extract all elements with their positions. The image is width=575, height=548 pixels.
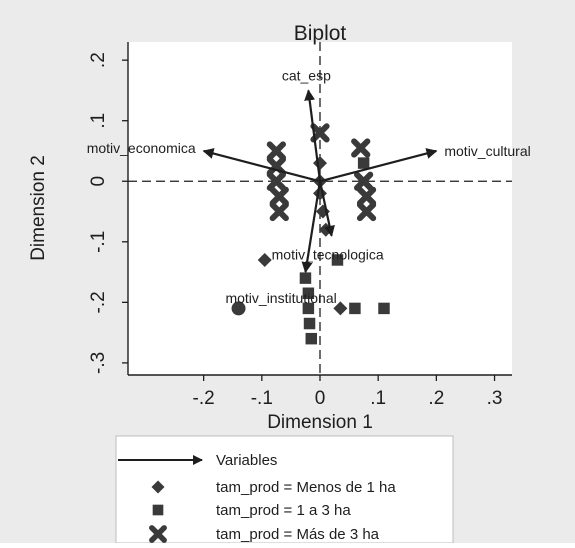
vector-label: motiv_tecnologica — [272, 247, 384, 263]
point-x-core — [359, 177, 368, 186]
y-tick-label: -.3 — [88, 352, 109, 374]
legend-label: tam_prod = Menos de 1 ha — [216, 479, 396, 496]
point-diamond — [333, 301, 348, 316]
point-x — [269, 186, 289, 207]
point-square — [357, 157, 370, 169]
point-square — [303, 317, 316, 330]
vector-arrow — [304, 89, 322, 182]
point-x-core — [275, 207, 284, 216]
vector-arrow — [318, 181, 335, 237]
legend-diamond-symbol — [151, 480, 165, 494]
point-square — [299, 272, 312, 284]
x-tick-label: .1 — [370, 388, 386, 409]
vector-arrow — [319, 148, 438, 183]
point-x — [266, 171, 286, 191]
legend-x-symbol — [149, 525, 167, 543]
y-tick-label: -.2 — [88, 291, 109, 313]
variable-vectors: cat_esp motiv_economica motiv_culturalmoti… — [87, 67, 531, 306]
chart-title: Biplot — [294, 22, 347, 45]
x-tick-label: -.2 — [193, 388, 215, 409]
vector-arrow — [202, 148, 321, 183]
legend-label: tam_prod = 1 a 3 ha — [216, 502, 351, 519]
legend-label: Variables — [216, 452, 277, 469]
point-x-core — [362, 207, 371, 216]
point-x — [356, 201, 377, 222]
vector-label: cat_esp — [282, 67, 331, 83]
y-axis-title: Dimension 2 — [28, 155, 49, 261]
y-axis-ticks: -.3 -.2 -.1 0 .1 .2 — [88, 52, 128, 374]
point-square — [302, 287, 315, 300]
point-x-core — [316, 128, 324, 137]
point-x-core — [275, 192, 284, 201]
point-x-core — [272, 177, 281, 186]
vector-label: motiv_economica — [87, 140, 196, 156]
x-axis-ticks: -.2 -.1 0 .1 .2 .3 — [193, 375, 503, 409]
x-tick-label: .3 — [487, 388, 503, 409]
legend-square-symbol — [152, 504, 164, 516]
point-x — [351, 138, 371, 158]
point-x-core — [272, 147, 281, 155]
y-tick-label: -.1 — [88, 231, 109, 253]
x-tick-label: .2 — [428, 388, 444, 409]
y-tick-label: .1 — [88, 113, 109, 129]
point-x — [356, 186, 377, 207]
point-x — [269, 201, 289, 222]
legend-box — [115, 435, 454, 544]
point-square — [378, 302, 390, 315]
point-x-core — [356, 144, 365, 152]
vector-arrow — [301, 181, 322, 274]
point-square — [302, 302, 315, 315]
legend-x-symbol-core — [154, 530, 162, 538]
point-circle — [231, 301, 246, 316]
point-x — [266, 141, 286, 161]
point-x — [310, 123, 330, 143]
y-tick-label: .2 — [88, 52, 109, 68]
point-x — [354, 171, 374, 191]
x-tick-label: -.1 — [251, 388, 273, 409]
vector-label: motiv_cultural — [444, 143, 530, 159]
y-tick-label: 0 — [88, 176, 109, 187]
legend-label: tam_prod = Más de 3 ha — [216, 526, 380, 543]
legend: Variables tam_prod = Menos de 1 ha tam_pro… — [118, 452, 396, 543]
point-diamond — [257, 252, 272, 267]
point-square — [305, 332, 318, 345]
x-axis-title: Dimension 1 — [267, 412, 373, 433]
data-points — [231, 123, 390, 345]
point-square — [331, 254, 344, 266]
vector-label: motiv_institutional — [225, 290, 336, 306]
x-tick-label: 0 — [315, 388, 326, 409]
reference-lines — [128, 42, 512, 375]
point-square — [349, 302, 361, 315]
point-x-core — [362, 192, 371, 201]
point-x-core — [272, 162, 281, 170]
